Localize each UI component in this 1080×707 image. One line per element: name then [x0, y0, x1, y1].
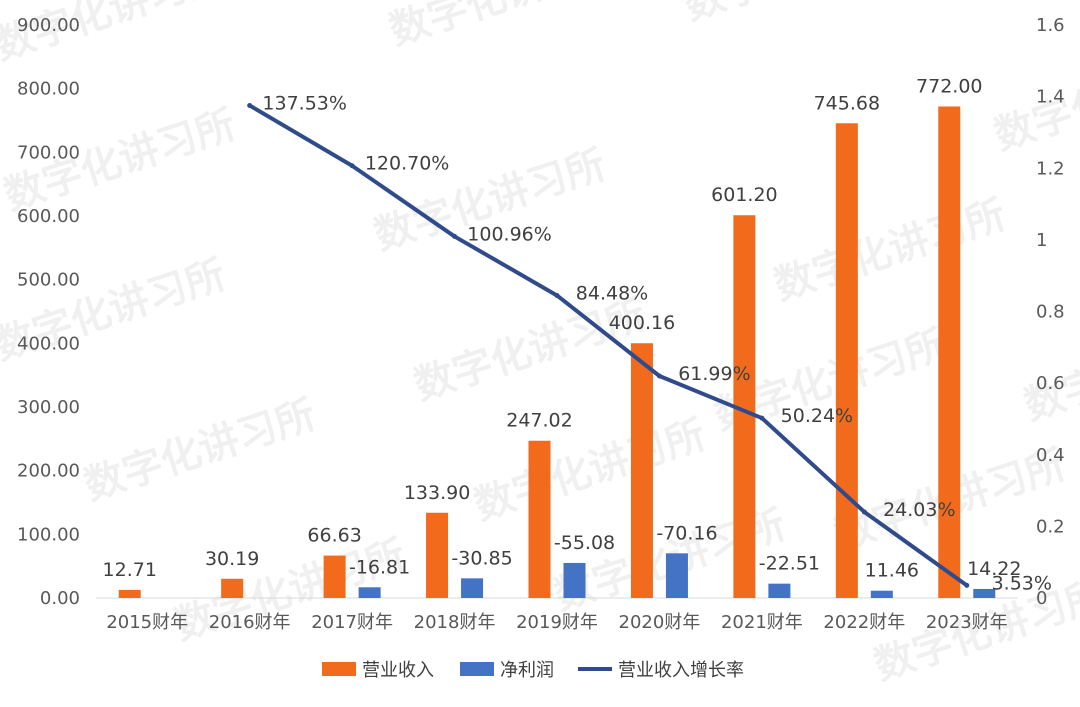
watermark-text: 数字化讲习所: [409, 292, 651, 410]
growth-data-label: 120.70%: [365, 153, 450, 175]
line-series: [247, 102, 970, 588]
y-left-tick-label: 500.00: [17, 270, 80, 291]
revenue-data-label: 247.02: [506, 410, 572, 432]
watermark-text: 数字化讲习所: [1019, 312, 1080, 430]
y-left-tick-label: 600.00: [17, 206, 80, 227]
profit-bar: [461, 578, 484, 598]
revenue-data-label: 30.19: [205, 548, 259, 570]
profit-data-label: -16.81: [349, 556, 410, 578]
growth-point: [349, 163, 355, 169]
y-left-tick-label: 800.00: [17, 79, 80, 100]
growth-data-label: 84.48%: [576, 282, 648, 304]
watermark-text: 数字化讲习所: [384, 0, 626, 55]
revenue-bar: [528, 440, 551, 598]
watermark-text: 数字化讲习所: [79, 392, 321, 510]
data-labels: 12.71 30.19 66.63 -16.81 133.90 -30.85 247.02 -…: [103, 75, 1052, 594]
revenue-bar: [835, 123, 858, 598]
y-axis-left: 0.00 100.00 200.00 300.00 400.00 500.00 600.00…: [17, 15, 80, 609]
revenue-bar: [630, 343, 653, 598]
y-left-tick-label: 100.00: [17, 524, 80, 545]
watermark-text: 数字化讲习所: [469, 412, 711, 530]
growth-point: [554, 292, 560, 298]
profit-bar: [358, 587, 381, 598]
y-right-tick-label: 0.6: [1036, 373, 1065, 394]
y-left-tick-label: 300.00: [17, 397, 80, 418]
y-right-tick-label: 0: [1036, 588, 1047, 609]
revenue-bar: [323, 555, 346, 598]
y-left-tick-label: 0.00: [40, 588, 80, 609]
legend-label-growth: 营业收入增长率: [618, 660, 744, 681]
growth-data-label: 3.53%: [992, 572, 1052, 594]
growth-point: [964, 582, 970, 588]
legend-swatch-revenue: [322, 662, 356, 676]
bar-series: [118, 106, 996, 598]
revenue-data-label: 745.68: [814, 92, 880, 114]
profit-bar: [563, 562, 586, 598]
growth-data-label: 24.03%: [883, 499, 955, 521]
profit-data-label: -22.51: [759, 553, 820, 575]
legend-label-revenue: 营业收入: [362, 660, 434, 681]
y-left-tick-label: 400.00: [17, 333, 80, 354]
profit-bar: [973, 588, 996, 598]
revenue-data-label: 400.16: [609, 312, 675, 334]
growth-point: [656, 373, 662, 379]
watermark-text: 数字化讲习所: [679, 0, 921, 30]
y-left-tick-label: 900.00: [17, 15, 80, 36]
growth-data-label: 100.96%: [467, 223, 552, 245]
revenue-data-label: 601.20: [711, 184, 777, 206]
growth-point: [861, 509, 867, 515]
profit-data-label: -55.08: [554, 532, 615, 554]
x-tick-label: 2021财年: [721, 612, 803, 633]
y-right-tick-label: 1.2: [1036, 158, 1065, 179]
x-axis: 2015财年 2016财年 2017财年 2018财年 2019财年 2020财年 2021…: [96, 597, 1018, 633]
y-left-tick-label: 200.00: [17, 461, 80, 482]
growth-point: [452, 233, 458, 239]
y-right-tick-label: 0.4: [1036, 445, 1065, 466]
legend-swatch-profit: [460, 662, 494, 676]
profit-data-label: 14.22: [967, 558, 1021, 580]
y-right-tick-label: 1.4: [1036, 87, 1065, 108]
profit-bar: [665, 553, 688, 598]
revenue-bar: [426, 512, 449, 598]
growth-point: [759, 415, 765, 421]
watermark-text: 数字化讲习所: [989, 42, 1080, 160]
y-right-tick-label: 0.8: [1036, 302, 1065, 323]
revenue-bar: [118, 589, 141, 598]
growth-line: [247, 103, 969, 588]
y-right-tick-label: 1: [1036, 230, 1047, 251]
revenue-bar: [221, 578, 244, 598]
profit-bar: [768, 583, 791, 598]
legend-label-profit: 净利润: [500, 660, 554, 681]
profit-bar: [870, 590, 893, 598]
revenue-data-label: 66.63: [307, 525, 361, 547]
x-tick-label: 2022财年: [823, 612, 905, 633]
y-axis-right: 0 0.2 0.4 0.6 0.8 1 1.2 1.4 1.6: [1036, 15, 1065, 609]
profit-data-label: 11.46: [865, 560, 919, 582]
profit-data-label: -70.16: [656, 522, 717, 544]
x-tick-label: 2018财年: [414, 612, 496, 633]
revenue-data-label: 133.90: [404, 482, 470, 504]
legend: 营业收入 净利润 营业收入增长率: [322, 660, 744, 681]
y-right-tick-label: 0.2: [1036, 516, 1065, 537]
x-tick-label: 2016财年: [209, 612, 291, 633]
revenue-bar: [938, 106, 961, 598]
x-tick-label: 2019财年: [516, 612, 598, 633]
profit-data-label: -30.85: [451, 547, 512, 569]
revenue-data-label: 12.71: [103, 559, 157, 581]
growth-point: [247, 102, 253, 108]
y-right-tick-label: 1.6: [1036, 15, 1065, 36]
watermark-text: 数字化讲习所: [769, 192, 1011, 310]
x-tick-label: 2020财年: [619, 612, 701, 633]
y-left-tick-label: 700.00: [17, 142, 80, 163]
growth-data-label: 61.99%: [678, 363, 750, 385]
x-tick-label: 2023财年: [926, 612, 1008, 633]
growth-data-label: 137.53%: [262, 92, 347, 114]
x-tick-label: 2015财年: [106, 612, 188, 633]
revenue-bar: [733, 215, 756, 598]
growth-data-label: 50.24%: [781, 405, 853, 427]
revenue-data-label: 772.00: [916, 75, 982, 97]
x-tick-label: 2017财年: [311, 612, 393, 633]
